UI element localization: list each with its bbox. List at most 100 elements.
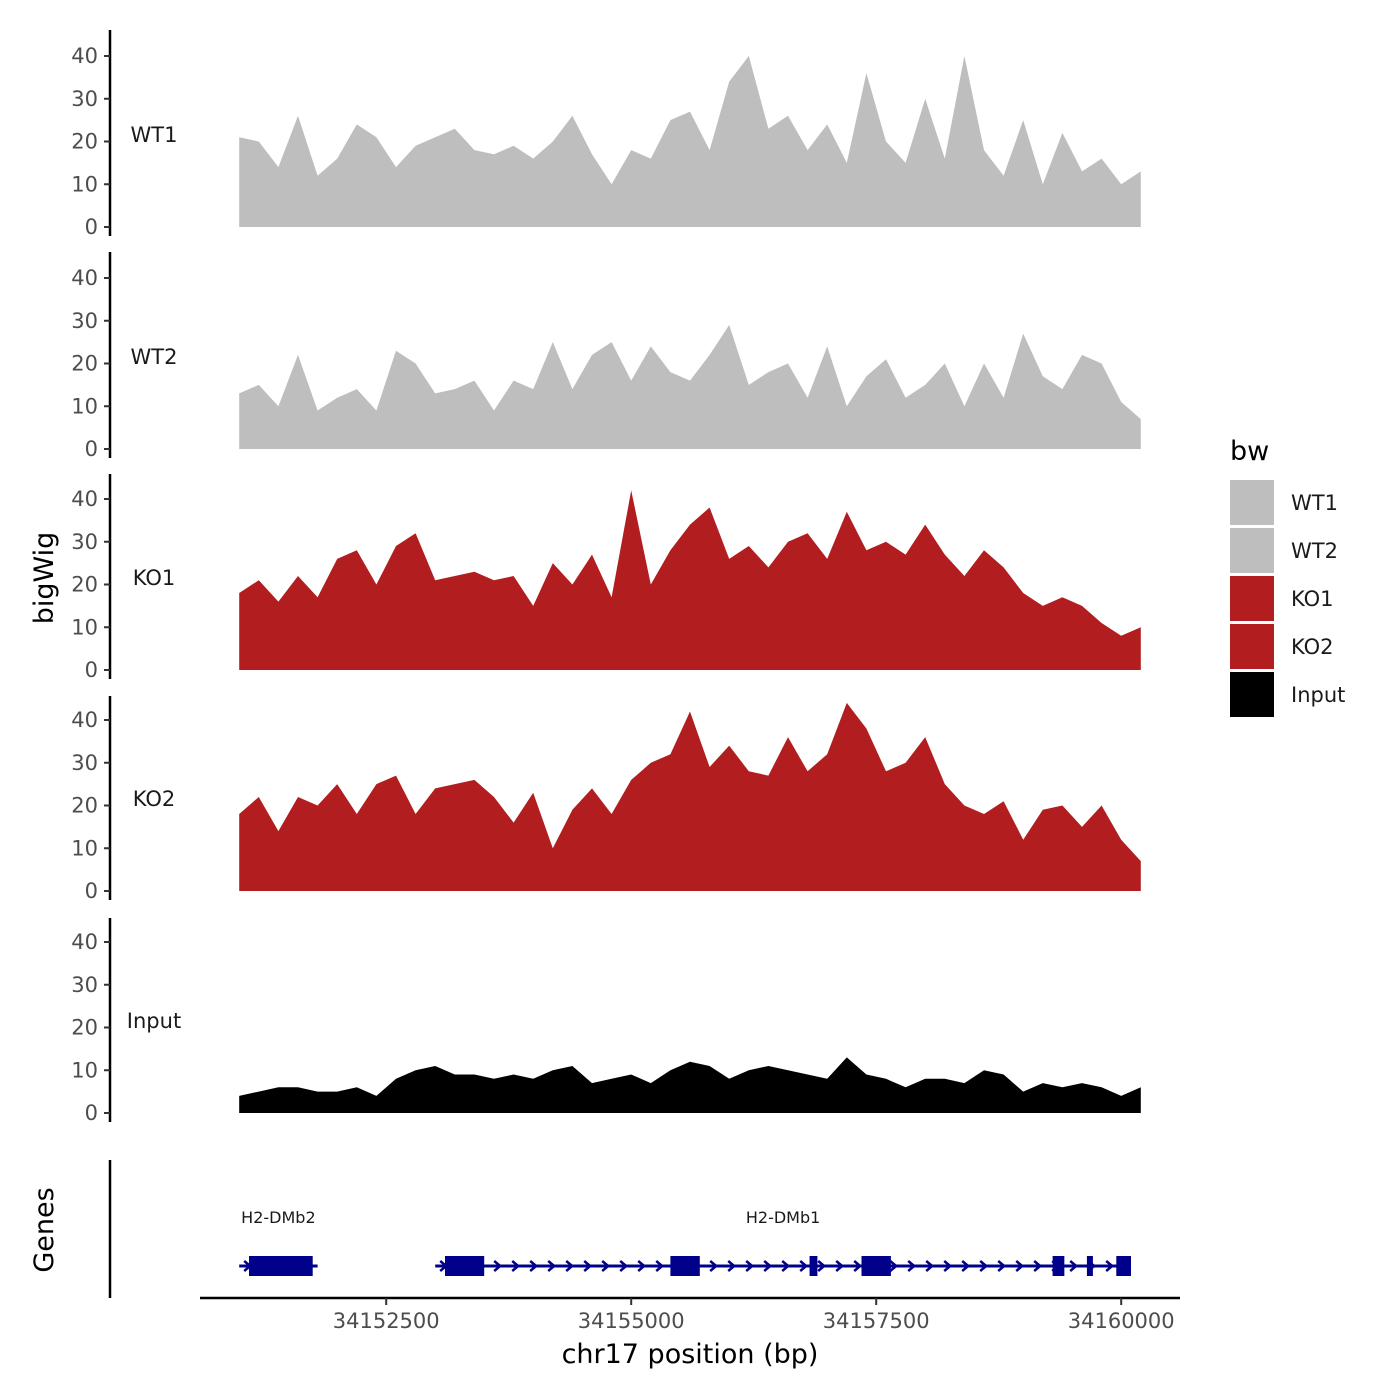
area-wt2 [239, 325, 1141, 449]
exon-h2-dmb1-4 [861, 1256, 891, 1276]
strand-arrow [1015, 1260, 1025, 1272]
track-label-wt2: WT2 [131, 345, 178, 369]
legend-label-ko1: KO1 [1291, 587, 1334, 611]
legend-item-wt1: WT1 [1230, 480, 1338, 525]
strand-arrow [745, 1260, 755, 1272]
y-tick-label-ko1-30: 30 [71, 530, 98, 554]
exon-h2-dmb1-2 [670, 1256, 700, 1276]
strand-arrow [763, 1260, 773, 1272]
y-tick-label-wt2-20: 20 [71, 352, 98, 376]
y-tick-label-wt2-40: 40 [71, 266, 98, 290]
legend-label-wt2: WT2 [1291, 539, 1338, 563]
legend-item-input: Input [1230, 672, 1345, 717]
strand-arrow [907, 1260, 917, 1272]
strand-arrow [511, 1260, 521, 1272]
legend-label-wt1: WT1 [1291, 491, 1338, 515]
strand-arrow [997, 1260, 1007, 1272]
strand-arrow [655, 1260, 665, 1272]
track-panel-ko1: 0 10 20 30 40 KO1 [71, 474, 1141, 682]
y-tick-label-wt2-30: 30 [71, 309, 98, 333]
y-tick-label-ko1-0: 0 [85, 658, 98, 682]
area-ko2 [239, 702, 1141, 891]
y-tick-label-wt1-20: 20 [71, 130, 98, 154]
legend-swatch-input [1230, 672, 1274, 717]
track-panel-wt2: 0 10 20 30 40 WT2 [71, 252, 1141, 461]
area-input [239, 1057, 1141, 1113]
y-tick-label-wt2-10: 10 [71, 394, 98, 418]
strand-arrow [835, 1260, 845, 1272]
legend-item-ko2: KO2 [1230, 624, 1334, 669]
strand-arrow [1033, 1260, 1043, 1272]
strand-arrow [493, 1260, 503, 1272]
track-panel-input: 0 10 20 30 40 Input [71, 918, 1141, 1125]
y-tick-label-wt1-30: 30 [71, 87, 98, 111]
y-tick-label-ko2-40: 40 [71, 708, 98, 732]
gene-h2-dmb1: H2-DMb1 [435, 1208, 1131, 1276]
exon-h2-dmb1-1 [445, 1256, 485, 1276]
x-tick-label-34155000: 34155000 [578, 1309, 685, 1333]
y-tick-label-input-20: 20 [71, 1016, 98, 1040]
strand-arrow [889, 1260, 899, 1272]
legend-label-ko2: KO2 [1291, 635, 1334, 659]
exon-h2-dmb1-6 [1086, 1256, 1093, 1276]
strand-arrow [925, 1260, 935, 1272]
y-axis-title: bigWig [29, 532, 60, 625]
track-panel-wt1: 0 10 20 30 40 WT1 [71, 30, 1141, 239]
strand-arrow [637, 1260, 647, 1272]
x-tick-label-34157500: 34157500 [823, 1309, 930, 1333]
track-label-ko2: KO2 [133, 787, 176, 811]
strand-arrow [727, 1260, 737, 1272]
y-tick-label-wt2-0: 0 [85, 437, 98, 461]
y-tick-label-ko2-0: 0 [85, 879, 98, 903]
legend-swatch-ko2 [1230, 624, 1274, 669]
x-axis-title: chr17 position (bp) [562, 1339, 819, 1370]
legend-label-input: Input [1291, 683, 1345, 707]
x-tick-label-34160000: 34160000 [1068, 1309, 1175, 1333]
strand-arrow [529, 1260, 539, 1272]
strand-arrow [709, 1260, 719, 1272]
y-tick-label-input-10: 10 [71, 1058, 98, 1082]
exon-h2-dmb1-5 [1052, 1256, 1065, 1276]
y-tick-label-ko1-10: 10 [71, 615, 98, 639]
strand-arrow [853, 1260, 863, 1272]
exon-h2-dmb2-1 [249, 1256, 313, 1276]
exon-h2-dmb1-7 [1116, 1256, 1131, 1276]
y-tick-label-ko2-30: 30 [71, 751, 98, 775]
exon-h2-dmb1-3 [809, 1256, 818, 1276]
legend-swatch-wt1 [1230, 480, 1274, 525]
legend-item-wt2: WT2 [1230, 528, 1338, 573]
area-wt1 [239, 56, 1141, 227]
y-tick-label-ko1-40: 40 [71, 487, 98, 511]
strand-arrow [943, 1260, 953, 1272]
strand-arrow [979, 1260, 989, 1272]
y-tick-label-input-0: 0 [85, 1101, 98, 1125]
area-ko1 [239, 490, 1141, 670]
strand-arrow [799, 1260, 809, 1272]
y-tick-label-ko2-20: 20 [71, 794, 98, 818]
strand-arrow [1105, 1260, 1115, 1272]
legend-swatch-ko1 [1230, 576, 1274, 621]
y-tick-label-input-30: 30 [71, 973, 98, 997]
y-tick-label-wt1-0: 0 [85, 215, 98, 239]
strand-arrow [781, 1260, 791, 1272]
track-panel-ko2: 0 10 20 30 40 KO2 [71, 696, 1141, 903]
legend-swatch-wt2 [1230, 528, 1274, 573]
legend-title: bw [1230, 436, 1269, 467]
y-tick-label-wt1-10: 10 [71, 172, 98, 196]
track-label-input: Input [127, 1009, 181, 1033]
legend-item-ko1: KO1 [1230, 576, 1334, 621]
strand-arrow [619, 1260, 629, 1272]
y-tick-label-wt1-40: 40 [71, 44, 98, 68]
strand-arrow [961, 1260, 971, 1272]
y-tick-label-ko1-20: 20 [71, 573, 98, 597]
genes-axis-title: Genes [29, 1187, 60, 1272]
strand-arrow [1069, 1260, 1079, 1272]
gene-h2-dmb2: H2-DMb2 [239, 1208, 318, 1276]
strand-arrow [583, 1260, 593, 1272]
gene-label-h2-dmb1: H2-DMb1 [746, 1208, 820, 1227]
y-tick-label-input-40: 40 [71, 930, 98, 954]
strand-arrow [601, 1260, 611, 1272]
track-label-ko1: KO1 [133, 566, 176, 590]
strand-arrow [547, 1260, 557, 1272]
